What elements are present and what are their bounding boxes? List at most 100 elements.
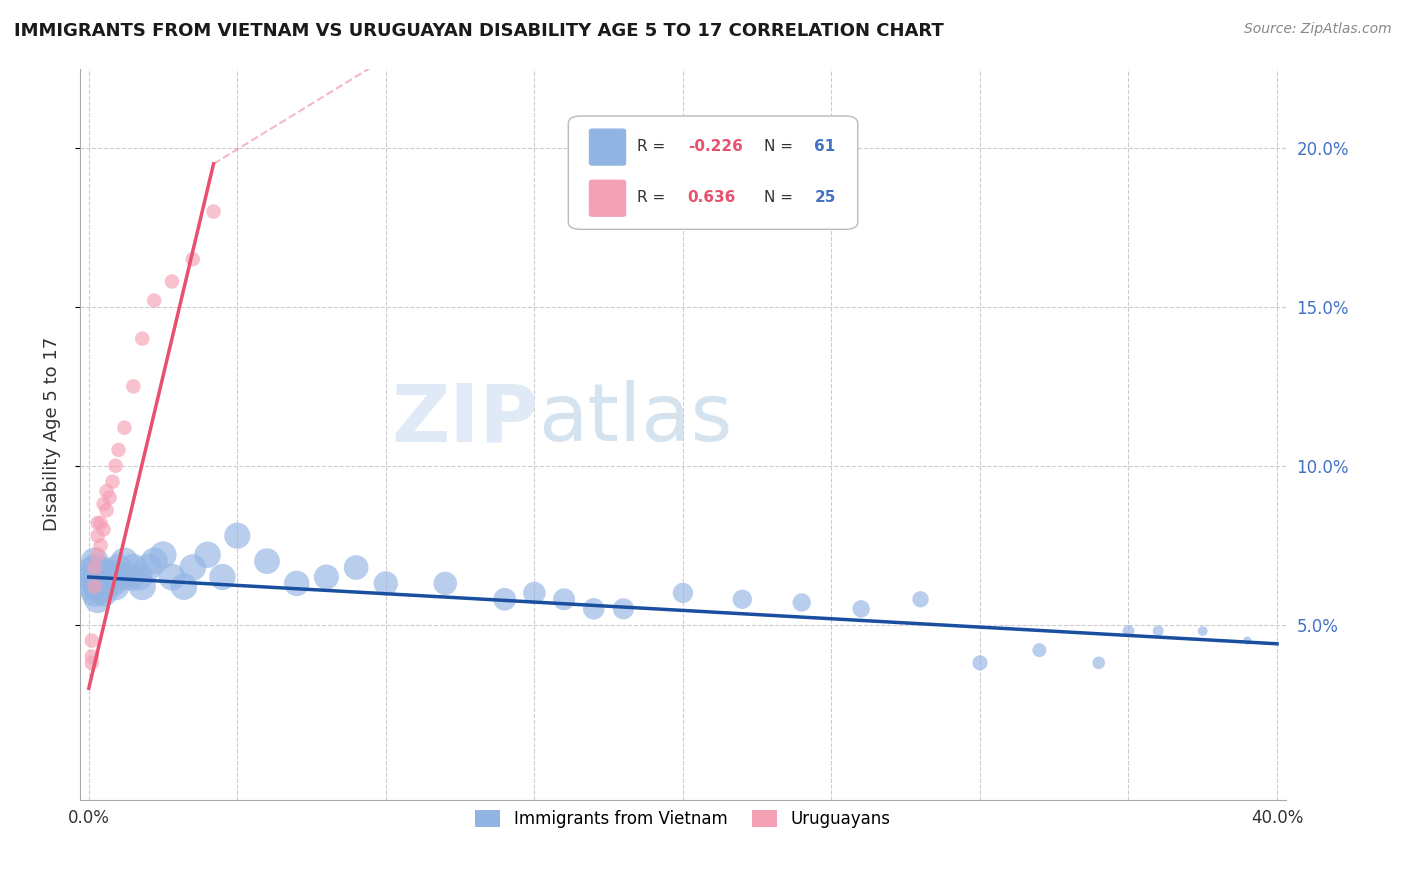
Point — [494, 592, 516, 607]
Text: 61: 61 — [814, 139, 835, 154]
Point — [582, 602, 605, 616]
Point — [80, 649, 103, 664]
Point — [969, 656, 991, 670]
Point — [98, 491, 121, 505]
Point — [1236, 633, 1258, 648]
Point — [83, 554, 105, 568]
Text: N =: N = — [763, 190, 797, 205]
Point — [96, 484, 118, 499]
Point — [86, 516, 108, 530]
Point — [104, 580, 127, 594]
Point — [104, 458, 127, 473]
Point — [93, 497, 115, 511]
Point — [80, 656, 103, 670]
Point — [434, 576, 457, 591]
Point — [152, 548, 174, 562]
Point — [101, 566, 124, 581]
Point — [86, 576, 108, 591]
Point — [107, 560, 129, 574]
Point — [93, 522, 115, 536]
Point — [1191, 624, 1213, 638]
Point — [101, 475, 124, 489]
Point — [83, 576, 105, 591]
Point — [1028, 643, 1050, 657]
Point — [90, 538, 112, 552]
Point — [93, 573, 115, 587]
Text: ZIP: ZIP — [391, 380, 538, 458]
Point — [315, 570, 337, 584]
Point — [112, 554, 135, 568]
Point — [790, 595, 813, 609]
Text: atlas: atlas — [538, 380, 733, 458]
Point — [96, 566, 118, 581]
Text: IMMIGRANTS FROM VIETNAM VS URUGUAYAN DISABILITY AGE 5 TO 17 CORRELATION CHART: IMMIGRANTS FROM VIETNAM VS URUGUAYAN DIS… — [14, 22, 943, 40]
Point — [131, 332, 153, 346]
Point — [83, 570, 105, 584]
Point — [285, 576, 308, 591]
Point — [110, 570, 132, 584]
Text: -0.226: -0.226 — [688, 139, 742, 154]
Point — [181, 560, 204, 574]
Point — [98, 570, 121, 584]
Point — [80, 580, 103, 594]
Point — [122, 560, 145, 574]
Point — [93, 564, 115, 578]
Point — [86, 592, 108, 607]
Point — [122, 379, 145, 393]
Point — [90, 516, 112, 530]
Point — [143, 293, 166, 308]
Point — [374, 576, 396, 591]
Point — [1118, 624, 1140, 638]
FancyBboxPatch shape — [589, 128, 626, 166]
Point — [86, 548, 108, 562]
Point — [128, 570, 150, 584]
Text: 0.636: 0.636 — [688, 190, 737, 205]
Point — [80, 564, 103, 578]
Point — [226, 529, 249, 543]
Point — [256, 554, 278, 568]
Point — [160, 570, 183, 584]
Point — [1087, 656, 1109, 670]
Point — [131, 580, 153, 594]
Point — [90, 573, 112, 587]
Text: R =: R = — [637, 190, 671, 205]
Point — [90, 582, 112, 597]
FancyBboxPatch shape — [568, 116, 858, 229]
Point — [86, 566, 108, 581]
Point — [202, 204, 225, 219]
Point — [181, 252, 204, 267]
Point — [83, 560, 105, 574]
Point — [112, 420, 135, 434]
Point — [173, 580, 195, 594]
Point — [86, 529, 108, 543]
Point — [197, 548, 219, 562]
Point — [83, 586, 105, 600]
Point — [672, 586, 695, 600]
Point — [211, 570, 233, 584]
Point — [731, 592, 754, 607]
Point — [910, 592, 932, 607]
Point — [93, 586, 115, 600]
Point — [612, 602, 634, 616]
Legend: Immigrants from Vietnam, Uruguayans: Immigrants from Vietnam, Uruguayans — [468, 804, 897, 835]
Point — [107, 442, 129, 457]
Point — [143, 554, 166, 568]
Text: Source: ZipAtlas.com: Source: ZipAtlas.com — [1244, 22, 1392, 37]
Point — [80, 633, 103, 648]
Point — [344, 560, 367, 574]
FancyBboxPatch shape — [589, 179, 626, 217]
Point — [553, 592, 575, 607]
Point — [1147, 624, 1170, 638]
Point — [849, 602, 872, 616]
Point — [80, 570, 103, 584]
Point — [101, 576, 124, 591]
Point — [120, 570, 142, 584]
Point — [160, 275, 183, 289]
Point — [83, 560, 105, 574]
Point — [96, 503, 118, 517]
Text: R =: R = — [637, 139, 671, 154]
Point — [136, 560, 159, 574]
Y-axis label: Disability Age 5 to 17: Disability Age 5 to 17 — [44, 337, 60, 531]
Point — [523, 586, 546, 600]
Point — [96, 576, 118, 591]
